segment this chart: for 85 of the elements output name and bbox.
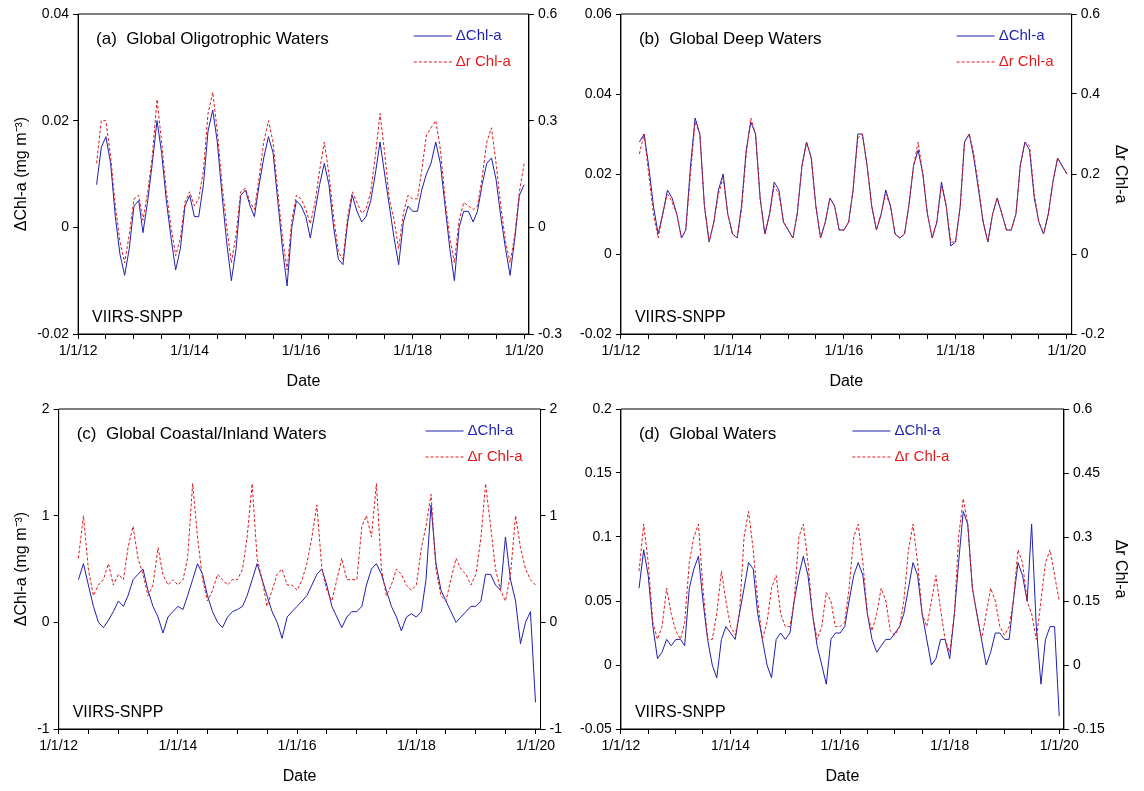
annotation: VIIRS-SNPP <box>92 308 183 325</box>
x-tick-label: 1/1/14 <box>170 342 210 359</box>
y2-tick-label: 0 <box>1072 655 1081 672</box>
line-series <box>77 483 536 607</box>
y-tick-label: 0.04 <box>41 4 70 21</box>
x-tick-label: 1/1/14 <box>713 342 753 359</box>
y-tick-label: 0.15 <box>584 463 613 480</box>
y2-tick-label: 0.6 <box>537 4 558 21</box>
line-series <box>638 498 1060 653</box>
x-tick-label: 1/1/20 <box>1047 342 1087 359</box>
x-axis-title: Date <box>286 371 321 389</box>
y2-tick-label: 2 <box>549 399 558 416</box>
annotation: VIIRS-SNPP <box>72 703 164 720</box>
x-tick-label: 1/1/16 <box>820 737 860 754</box>
y-tick-label: 0 <box>604 244 613 261</box>
legend-label: Δr Chl-a <box>998 52 1055 70</box>
x-tick-label: 1/1/12 <box>601 737 641 754</box>
text: (a) Global Oligotrophic Waters <box>96 29 329 48</box>
annotation: VIIRS-SNPP <box>634 703 726 720</box>
y-tick-label: 0.04 <box>584 84 613 101</box>
y2-tick-label: -0.3 <box>537 324 563 341</box>
y-tick-label: 0.2 <box>592 399 613 416</box>
x-tick-label: 1/1/16 <box>281 342 321 359</box>
y-tick-label: -1 <box>37 719 50 736</box>
y2-tick-label: 0 <box>537 218 546 235</box>
y2-tick-label: 0 <box>549 613 558 630</box>
y2-tick-label: 0.2 <box>1080 164 1101 181</box>
text: (c) Global Coastal/Inland Waters <box>76 424 327 443</box>
y-tick-label: -0.02 <box>37 324 70 341</box>
y2-tick-label: 0.6 <box>1072 399 1093 416</box>
x-axis-title: Date <box>825 766 860 784</box>
x-tick-label: 1/1/20 <box>1039 737 1079 754</box>
x-tick-label: 1/1/12 <box>39 737 79 754</box>
y2-tick-label: 0.4 <box>1080 84 1101 101</box>
text: (d) Global Waters <box>638 424 777 443</box>
legend-label: ΔChl-a <box>894 421 941 439</box>
x-tick-label: 1/1/16 <box>277 737 317 754</box>
x-tick-label: 1/1/18 <box>936 342 976 359</box>
y2-tick-label: 0.3 <box>537 111 558 128</box>
legend-label: Δr Chl-a <box>467 447 524 465</box>
y-tick-label: -0.02 <box>579 324 613 341</box>
x-tick-label: 1/1/20 <box>516 737 556 754</box>
y2-tick-label: 1 <box>549 506 558 523</box>
x-tick-label: 1/1/18 <box>393 342 433 359</box>
y-tick-label: 2 <box>41 399 50 416</box>
x-tick-label: 1/1/18 <box>930 737 970 754</box>
x-axis-title: Date <box>282 766 317 784</box>
x-tick-label: 1/1/12 <box>58 342 98 359</box>
y-tick-label: 0 <box>604 655 613 672</box>
x-tick-label: 1/1/14 <box>711 737 751 754</box>
y2-axis-title: Δr Chl-a <box>1112 144 1130 204</box>
x-tick-label: 1/1/12 <box>601 342 641 359</box>
y-tick-label: 0.02 <box>584 164 613 181</box>
legend-label: ΔChl-a <box>467 421 515 439</box>
y-tick-label: 0 <box>41 613 50 630</box>
y2-tick-label: 0.15 <box>1072 591 1101 608</box>
y2-tick-label: -1 <box>549 719 563 736</box>
x-tick-label: 1/1/20 <box>504 342 544 359</box>
legend-label: ΔChl-a <box>455 26 503 44</box>
y-tick-label: 0.05 <box>584 591 613 608</box>
legend-label: ΔChl-a <box>998 26 1046 44</box>
x-tick-label: 1/1/14 <box>158 737 198 754</box>
y-tick-label: 0.06 <box>584 4 613 21</box>
y2-tick-label: 0.45 <box>1072 463 1101 480</box>
y-tick-label: -0.05 <box>579 719 613 736</box>
y-axis-title: ΔChl-a (mg m⁻³) <box>12 116 30 232</box>
y-tick-label: 0.1 <box>592 527 613 544</box>
y2-tick-label: 0.3 <box>1072 527 1093 544</box>
y2-tick-label: -0.15 <box>1072 719 1106 736</box>
y2-tick-label: 0.6 <box>1080 4 1101 21</box>
line-series <box>96 91 525 271</box>
y-tick-label: 0 <box>61 218 70 235</box>
y-tick-label: 0.02 <box>41 111 70 128</box>
annotation: VIIRS-SNPP <box>634 308 726 325</box>
text: (b) Global Deep Waters <box>638 29 822 48</box>
x-tick-label: 1/1/16 <box>824 342 864 359</box>
y-tick-label: 1 <box>41 506 50 523</box>
y-axis-title: ΔChl-a (mg m⁻³) <box>12 511 30 627</box>
x-tick-label: 1/1/18 <box>396 737 437 754</box>
x-axis-title: Date <box>829 371 864 389</box>
legend-label: Δr Chl-a <box>455 52 512 70</box>
legend-label: Δr Chl-a <box>894 447 951 465</box>
y2-axis-title: Δr Chl-a <box>1112 539 1130 599</box>
y2-tick-label: -0.2 <box>1080 324 1106 341</box>
y2-tick-label: 0 <box>1080 244 1089 261</box>
